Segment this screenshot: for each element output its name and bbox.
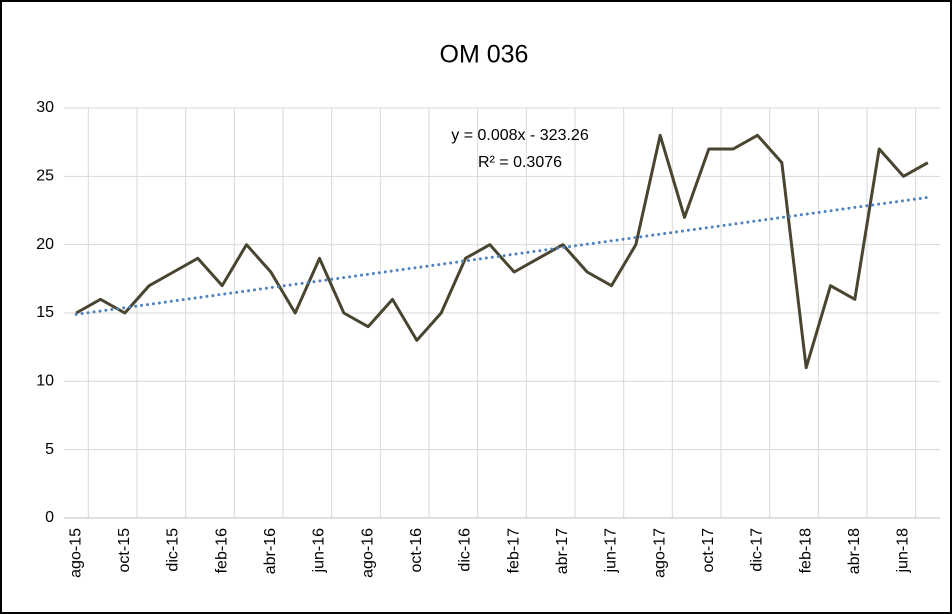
trend-equation: y = 0.008x - 323.26 (451, 127, 589, 144)
y-tick-label: 20 (36, 236, 54, 253)
y-tick-label: 15 (36, 304, 54, 321)
y-tick-label: 0 (45, 509, 54, 526)
x-tick-label: abr-18 (846, 528, 863, 574)
x-tick-label: ago-17 (651, 528, 668, 578)
x-tick-label: jun-16 (311, 528, 328, 574)
x-tick-label: abr-16 (262, 528, 279, 574)
x-tick-label: feb-17 (505, 528, 522, 573)
y-tick-label: 5 (45, 441, 54, 458)
x-tick-label: ago-15 (67, 528, 84, 578)
x-tick-label: jun-18 (895, 528, 912, 574)
x-tick-label: jun-17 (603, 528, 620, 574)
x-tick-label: oct-17 (700, 528, 717, 573)
trendline (74, 195, 934, 316)
x-tick-label: dic-16 (457, 528, 474, 572)
x-tick-label: abr-17 (554, 528, 571, 574)
x-tick-label: dic-15 (165, 528, 182, 572)
x-tick-label: oct-16 (408, 528, 425, 573)
x-tick-label: feb-16 (213, 528, 230, 573)
x-tick-label: ago-16 (359, 528, 376, 578)
y-tick-label: 30 (36, 99, 54, 116)
x-tick-label: dic-17 (749, 528, 766, 572)
data-line (75, 133, 929, 370)
x-tick-label: feb-18 (797, 528, 814, 573)
x-tick-label: oct-15 (116, 528, 133, 573)
y-tick-label: 10 (36, 373, 54, 390)
y-tick-label: 25 (36, 168, 54, 185)
chart-title: OM 036 (440, 41, 529, 69)
trend-r-squared: R² = 0.3076 (478, 154, 562, 171)
